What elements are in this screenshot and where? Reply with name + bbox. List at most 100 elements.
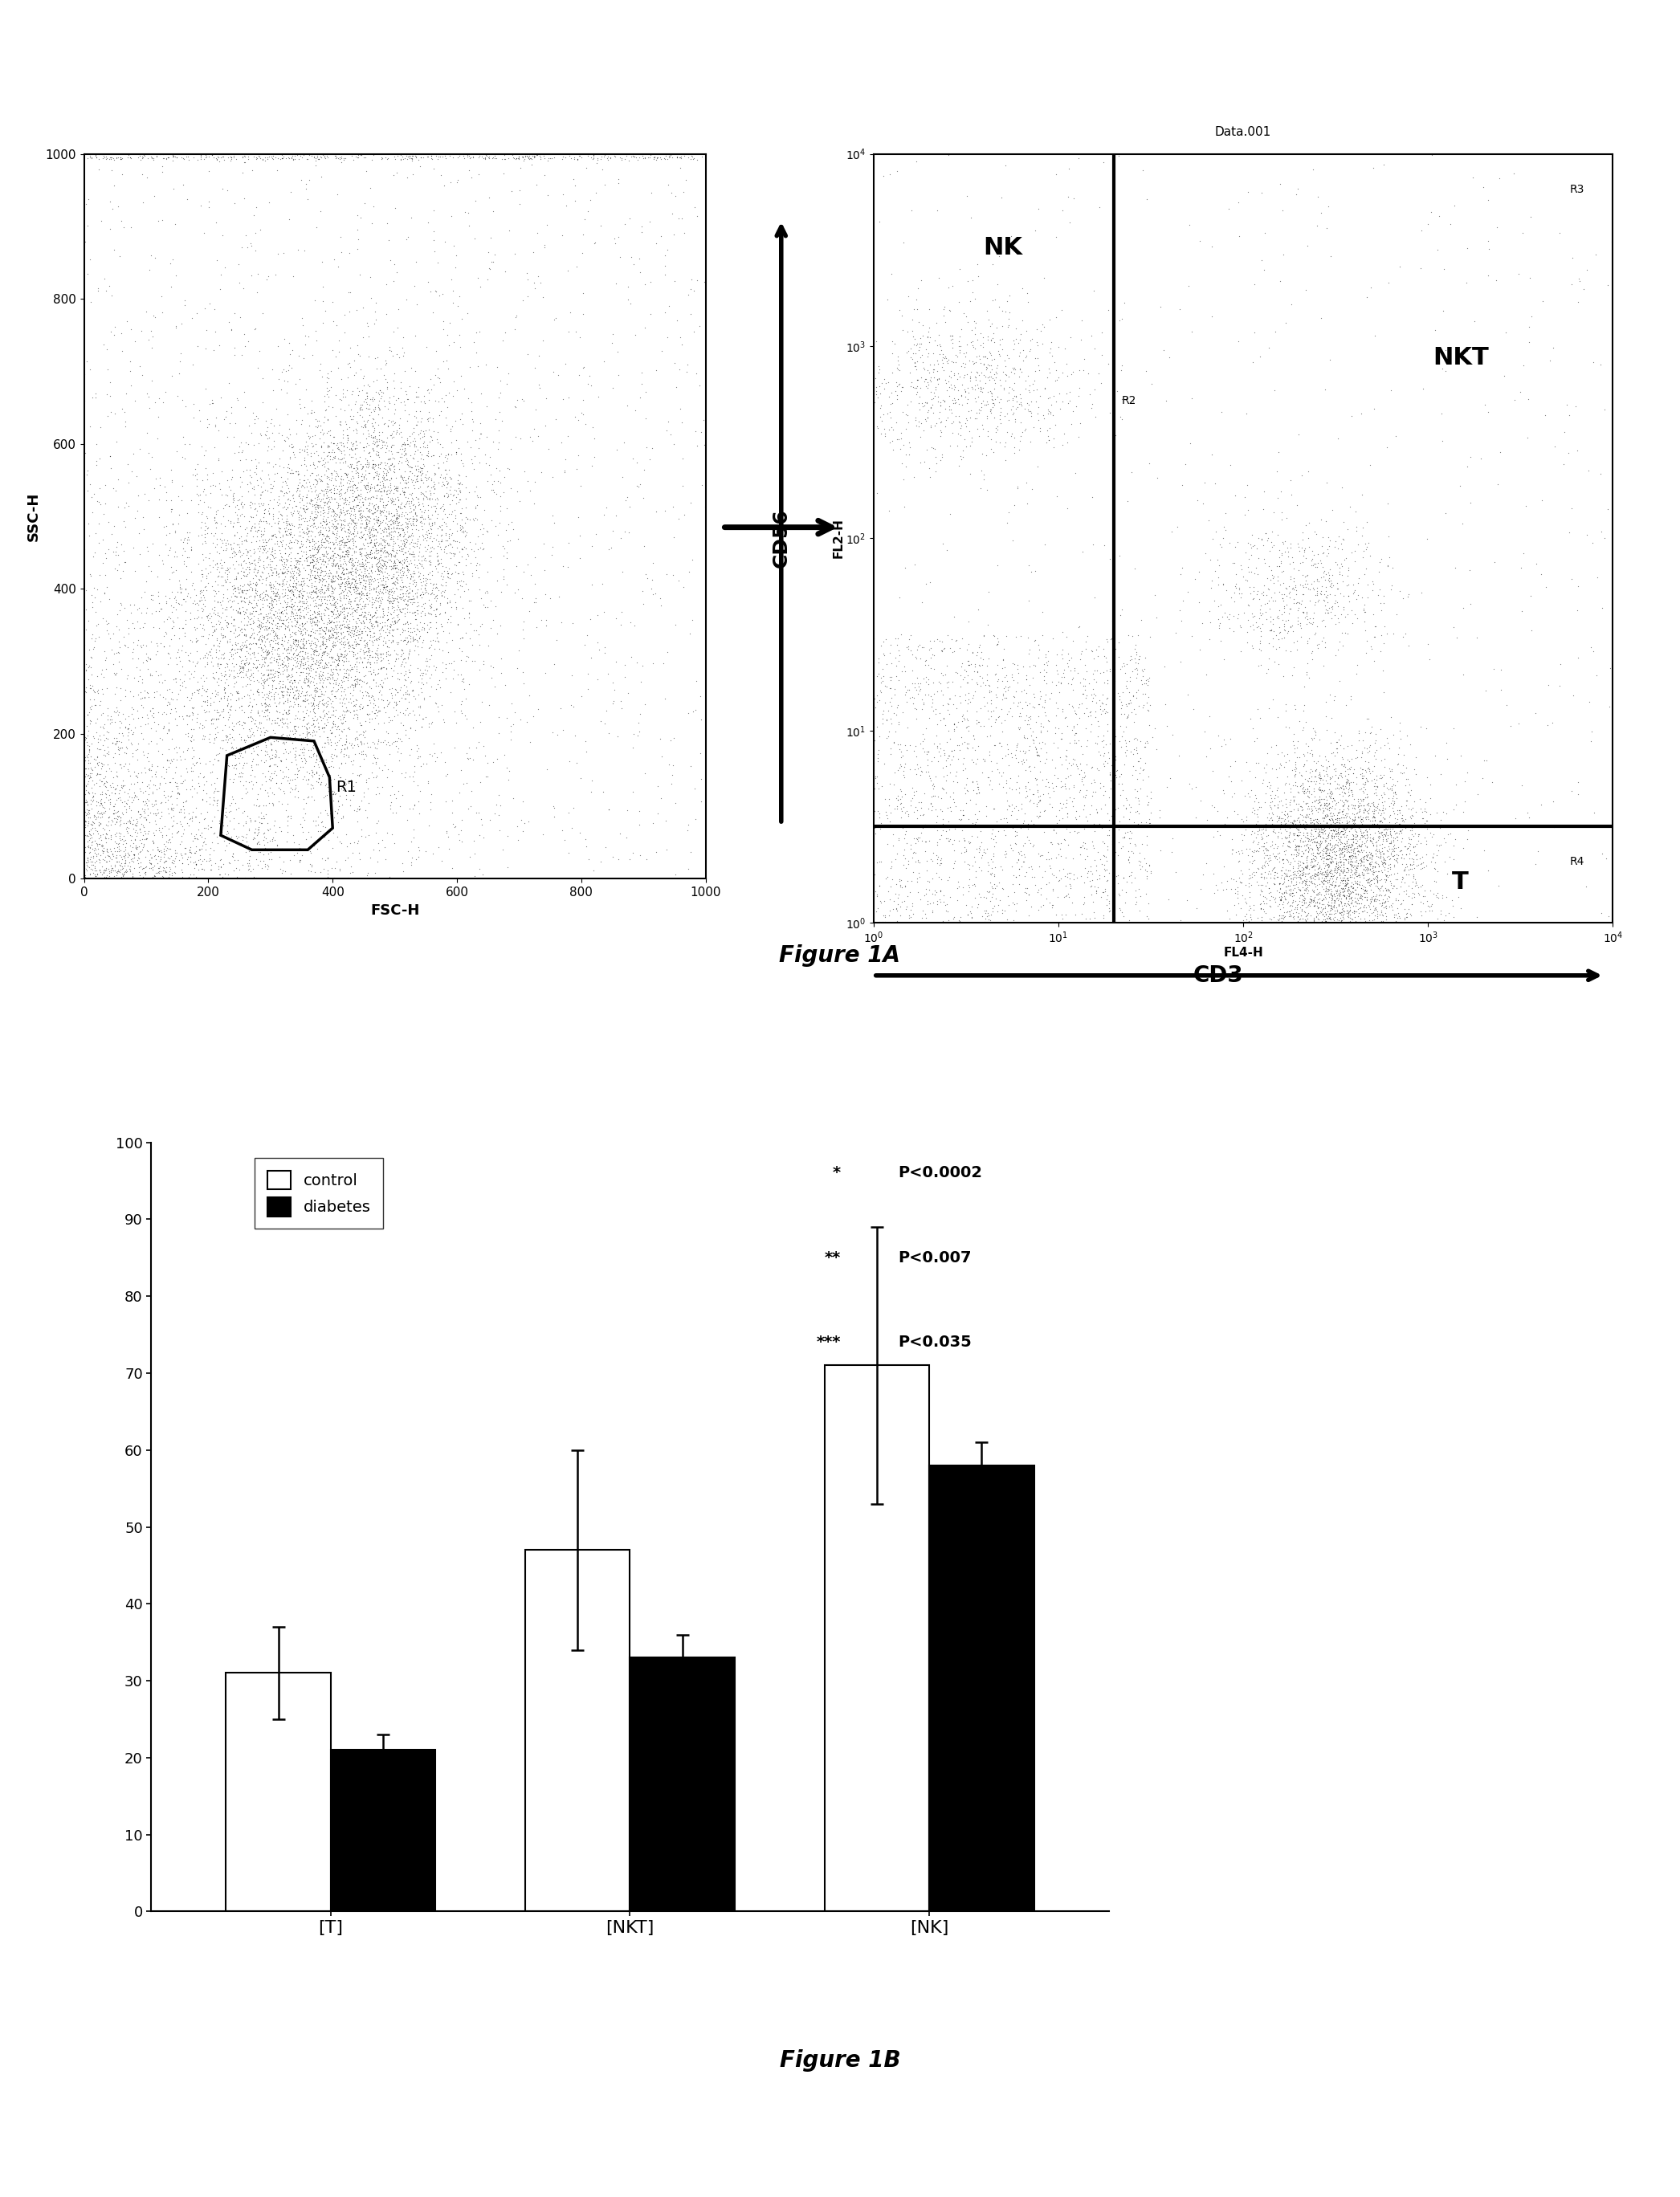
Point (265, 486, 292, 521)
Point (353, 635, 380, 670)
Point (447, 435, 474, 470)
Point (109, 850, 136, 885)
Point (114, 303, 141, 338)
Point (89, 800, 116, 835)
Point (361, 494, 388, 529)
Point (311, 492, 338, 527)
Point (348, 409, 375, 444)
Point (385, 380, 412, 415)
Point (269, 499, 296, 534)
Point (358, 525, 385, 560)
Point (284, 685, 311, 721)
Point (882, 672, 909, 707)
Point (430, 549, 457, 584)
Point (185, 822, 212, 857)
Point (141, 703, 168, 738)
Point (1379, 811, 1406, 846)
Point (1341, 833, 1368, 868)
Point (993, 415, 1020, 450)
Point (306, 646, 333, 681)
Point (158, 464, 185, 499)
Point (133, 802, 160, 837)
Point (314, 688, 341, 723)
Point (1378, 857, 1404, 892)
Point (1117, 455, 1144, 490)
Point (1236, 830, 1263, 866)
Point (368, 431, 395, 466)
Point (213, 571, 240, 606)
Point (1048, 637, 1075, 672)
Point (1267, 899, 1294, 934)
Point (1393, 877, 1420, 912)
Point (1011, 771, 1038, 806)
Point (1347, 879, 1374, 914)
Point (1374, 771, 1401, 806)
Point (1322, 905, 1349, 940)
Point (309, 758, 336, 793)
Point (921, 725, 948, 760)
Point (1302, 885, 1329, 921)
Point (186, 642, 213, 677)
Point (1391, 828, 1418, 863)
Point (192, 292, 218, 327)
Point (129, 830, 156, 866)
Point (338, 694, 365, 729)
Point (365, 503, 391, 538)
Point (486, 505, 512, 540)
Point (363, 455, 390, 490)
Point (240, 545, 267, 580)
Point (953, 400, 979, 435)
Point (593, 694, 620, 729)
Point (465, 571, 492, 606)
Point (452, 459, 479, 494)
Point (299, 529, 326, 565)
Point (1006, 852, 1033, 888)
Point (1557, 490, 1584, 525)
Point (1275, 877, 1302, 912)
Point (1018, 400, 1045, 435)
Point (1324, 846, 1351, 881)
Point (895, 334, 922, 369)
Point (97, 314, 124, 349)
Point (186, 404, 213, 439)
Point (284, 626, 311, 661)
Point (511, 554, 538, 589)
Point (1121, 692, 1147, 727)
Point (1042, 859, 1068, 894)
Point (215, 470, 242, 505)
Point (1119, 679, 1146, 714)
Point (114, 776, 141, 811)
Point (91, 793, 118, 828)
Point (329, 648, 356, 683)
Point (309, 650, 336, 685)
Point (1349, 894, 1376, 929)
Point (993, 363, 1020, 398)
Point (643, 138, 670, 174)
Point (96, 505, 123, 540)
Point (1038, 841, 1065, 877)
Point (346, 398, 373, 433)
Point (575, 193, 601, 228)
Point (383, 536, 410, 571)
Point (205, 701, 232, 736)
Point (422, 685, 449, 721)
Point (272, 598, 299, 633)
Point (175, 808, 202, 844)
Point (1310, 839, 1337, 874)
Point (919, 892, 946, 927)
Point (136, 450, 163, 486)
Point (1018, 321, 1045, 356)
Point (165, 356, 192, 391)
Point (452, 532, 479, 567)
Point (264, 525, 291, 560)
Point (341, 565, 368, 600)
Point (99, 703, 126, 738)
Point (245, 598, 272, 633)
Point (128, 314, 155, 349)
Point (82, 688, 109, 723)
Point (302, 409, 329, 444)
Point (1361, 800, 1388, 835)
Point (170, 815, 197, 850)
Point (302, 323, 329, 358)
Point (405, 830, 432, 866)
